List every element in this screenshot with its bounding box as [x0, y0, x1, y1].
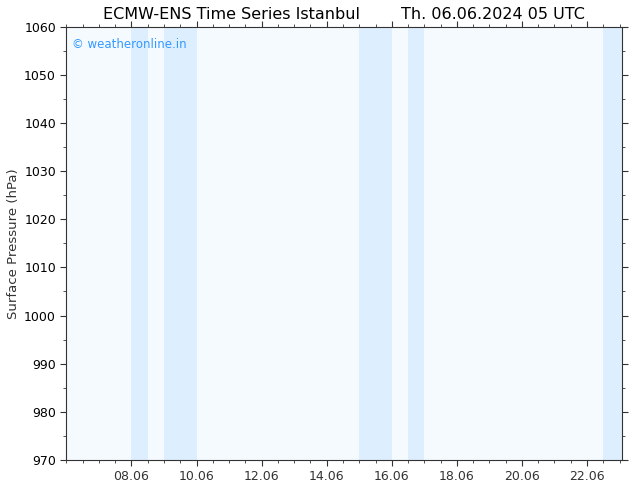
Bar [604, 27, 623, 460]
Bar [359, 27, 392, 460]
Bar [164, 27, 197, 460]
Text: © weatheronline.in: © weatheronline.in [72, 38, 186, 51]
Bar [131, 27, 148, 460]
Y-axis label: Surface Pressure (hPa): Surface Pressure (hPa) [7, 168, 20, 319]
Bar [408, 27, 424, 460]
Title: ECMW-ENS Time Series Istanbul        Th. 06.06.2024 05 UTC: ECMW-ENS Time Series Istanbul Th. 06.06.… [103, 7, 585, 22]
